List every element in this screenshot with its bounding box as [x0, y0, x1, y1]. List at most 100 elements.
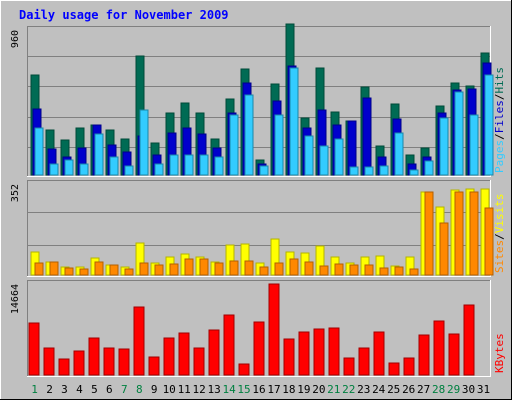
bar-pages-day-30 — [469, 114, 479, 176]
bar-pages-day-28 — [439, 117, 449, 176]
bar-pages-day-7 — [124, 165, 134, 176]
bar-pages-day-24 — [379, 165, 389, 176]
bar-sites-day-22 — [349, 264, 359, 276]
bar-pages-day-8 — [139, 109, 149, 176]
bar-pages-day-1 — [34, 127, 44, 176]
day-label-5: 5 — [91, 383, 98, 396]
bar-kbytes-day-10 — [163, 337, 175, 376]
legend-kbytes: KBytes — [493, 333, 506, 373]
bar-sites-day-16 — [259, 266, 269, 276]
bar-sites-day-5 — [94, 261, 104, 276]
day-label-15: 15 — [237, 383, 250, 396]
day-label-23: 23 — [357, 383, 370, 396]
bar-sites-day-23 — [364, 264, 374, 276]
bar-pages-day-21 — [334, 138, 344, 176]
bar-pages-day-27 — [424, 160, 434, 176]
bar-sites-day-4 — [79, 268, 89, 276]
day-label-14: 14 — [222, 383, 236, 396]
day-label-26: 26 — [402, 383, 415, 396]
bar-pages-day-5 — [94, 133, 104, 176]
bar-kbytes-day-1 — [28, 322, 40, 376]
bar-sites-day-20 — [319, 265, 329, 276]
day-label-16: 16 — [252, 383, 265, 396]
bar-sites-day-8 — [139, 262, 149, 276]
panel-top-area — [27, 26, 491, 177]
legend-visits: Visits — [493, 194, 506, 234]
panel-middle-legend: Sites/Visits — [493, 194, 506, 274]
day-label-21: 21 — [327, 383, 340, 396]
bar-pages-day-25 — [394, 132, 404, 176]
bar-kbytes-day-12 — [193, 347, 205, 376]
day-axis-labels: 1 2 3 4 5 6 7 8 9 10 11 12 13 14 15 16 17 18 19 20 21 22 23 24 2… — [31, 383, 490, 396]
bar-sites-day-19 — [304, 261, 314, 276]
panel-top-ymax-label: 960 — [10, 30, 21, 48]
bar-kbytes-day-8 — [133, 306, 145, 376]
bar-kbytes-day-20 — [313, 328, 325, 376]
bar-sites-day-17 — [274, 262, 284, 276]
panel-top-legend: Pages/Files/Hits — [493, 67, 506, 173]
bar-kbytes-day-23 — [358, 347, 370, 376]
bar-pages-day-6 — [109, 156, 119, 176]
day-label-28: 28 — [432, 383, 445, 396]
bar-sites-day-10 — [169, 263, 179, 276]
panel-middle: 352 Sites/Visits — [10, 180, 506, 277]
panel-bottom-legend: KBytes — [493, 333, 506, 373]
bar-sites-day-27 — [424, 191, 434, 276]
bar-pages-day-10 — [169, 154, 179, 176]
day-label-27: 27 — [417, 383, 430, 396]
bar-pages-day-12 — [199, 154, 209, 176]
day-label-11: 11 — [178, 383, 191, 396]
legend-pages: Pages — [493, 140, 506, 173]
bar-sites-day-2 — [49, 261, 59, 276]
day-label-20: 20 — [312, 383, 325, 396]
bar-sites-day-26 — [409, 268, 419, 276]
bar-kbytes-day-3 — [58, 358, 70, 376]
bar-sites-day-18 — [289, 258, 299, 276]
day-label-2: 2 — [46, 383, 53, 396]
legend-sites: Sites — [493, 240, 506, 273]
bar-pages-day-11 — [184, 154, 194, 176]
bar-pages-day-23 — [364, 166, 374, 176]
day-label-8: 8 — [136, 383, 143, 396]
bar-kbytes-day-27 — [418, 334, 430, 376]
bar-pages-day-13 — [214, 156, 224, 176]
bar-pages-day-18 — [289, 67, 299, 176]
bar-pages-day-14 — [229, 114, 239, 176]
day-label-13: 13 — [207, 383, 220, 396]
legend-hits: Hits — [493, 67, 506, 94]
bar-sites-day-31 — [484, 207, 494, 276]
bar-sites-day-13 — [214, 262, 224, 276]
bar-kbytes-day-7 — [118, 348, 130, 376]
bar-kbytes-day-29 — [448, 333, 460, 376]
day-label-19: 19 — [297, 383, 310, 396]
day-label-18: 18 — [282, 383, 295, 396]
day-label-6: 6 — [106, 383, 113, 396]
day-label-12: 12 — [192, 383, 205, 396]
day-label-29: 29 — [447, 383, 460, 396]
bar-sites-day-25 — [394, 266, 404, 276]
legend-files: Files — [493, 100, 506, 133]
bar-kbytes-day-11 — [178, 332, 190, 376]
bar-sites-day-3 — [64, 267, 74, 276]
legend-separator: / — [493, 94, 506, 101]
bar-sites-day-14 — [229, 260, 239, 276]
day-label-25: 25 — [387, 383, 400, 396]
bar-pages-day-19 — [304, 135, 314, 176]
bar-pages-day-9 — [154, 163, 164, 176]
day-label-10: 10 — [163, 383, 176, 396]
bar-sites-day-6 — [109, 264, 119, 276]
bar-files-day-23 — [362, 97, 372, 176]
day-label-7: 7 — [121, 383, 128, 396]
bar-sites-day-1 — [34, 262, 44, 276]
bar-sites-day-29 — [454, 191, 464, 276]
bar-pages-day-31 — [484, 74, 494, 176]
panel-bottom: 14664 KBytes — [10, 280, 506, 377]
bar-kbytes-day-5 — [88, 337, 100, 376]
day-label-4: 4 — [76, 383, 83, 396]
bar-kbytes-day-9 — [148, 356, 160, 376]
day-label-30: 30 — [462, 383, 475, 396]
bar-sites-day-12 — [199, 258, 209, 276]
chart-title: Daily usage for November 2009 — [19, 8, 229, 22]
legend-separator: / — [493, 233, 506, 240]
